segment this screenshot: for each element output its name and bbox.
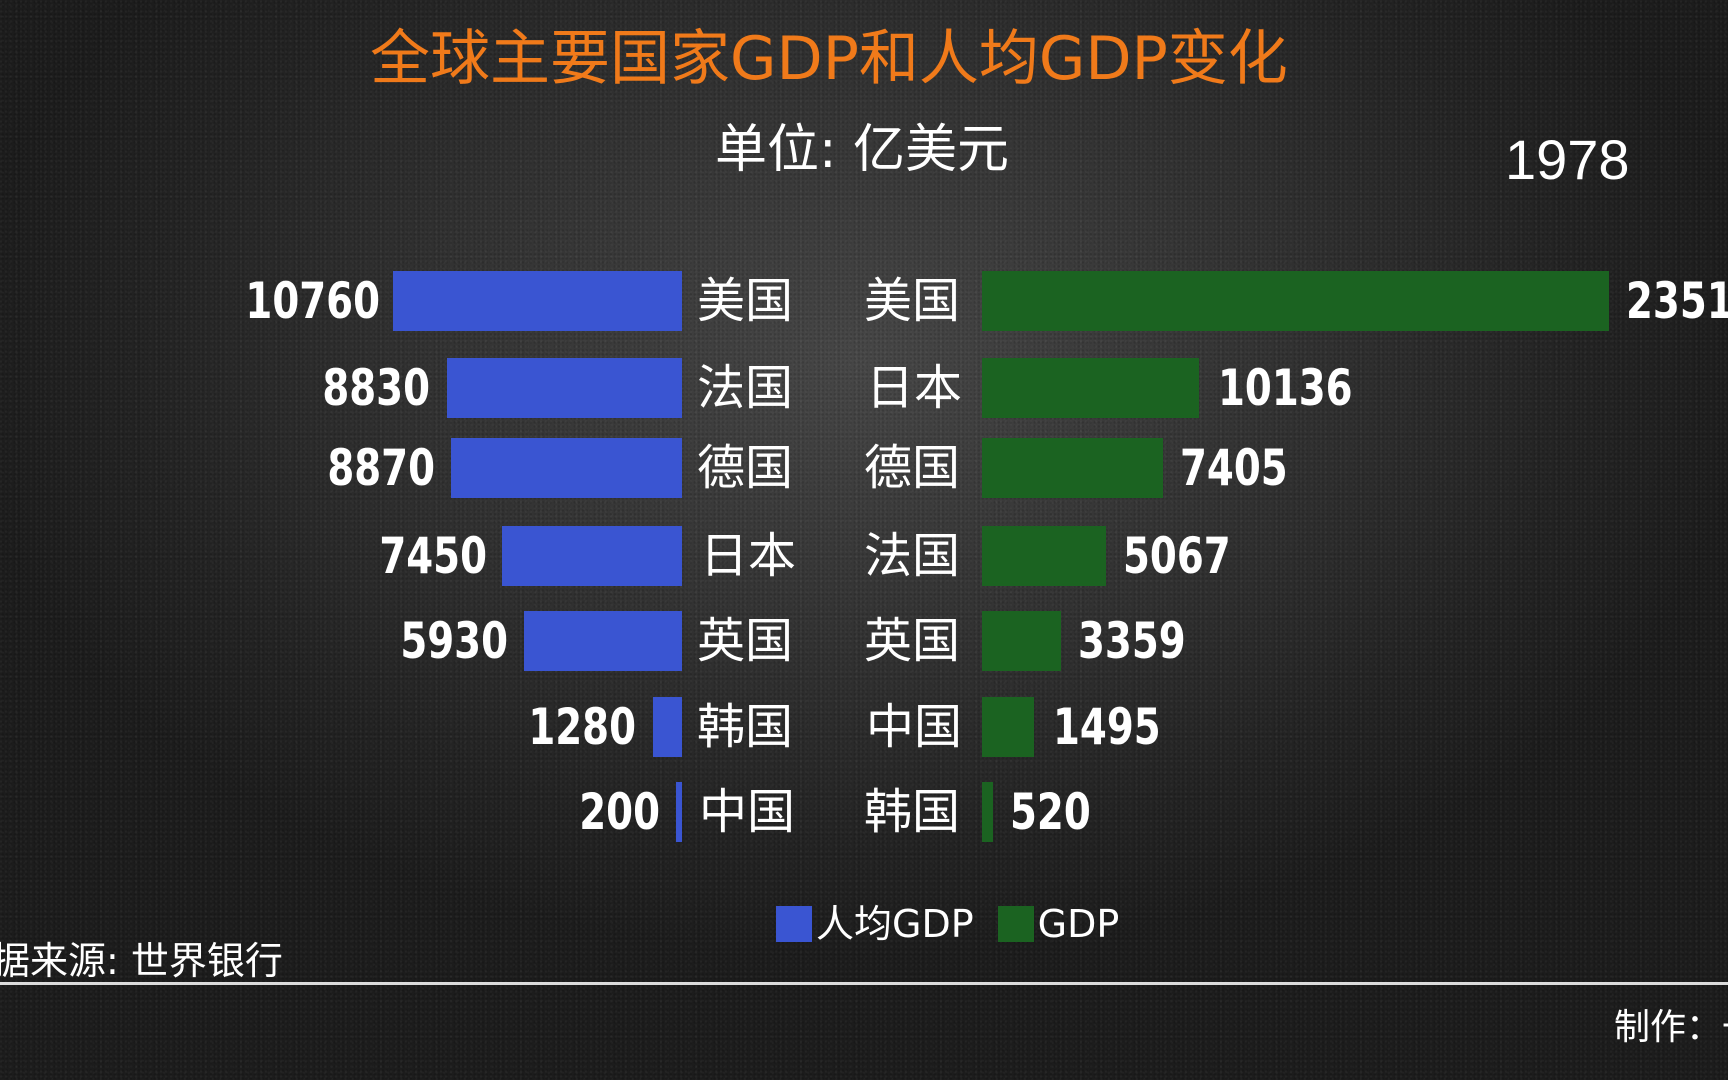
per-capita-bar [653, 697, 682, 757]
legend-swatch-gdp [997, 906, 1034, 942]
gdp-value: 7405 [1180, 439, 1288, 497]
gdp-bar [982, 438, 1163, 498]
per-capita-value: 8870 [327, 439, 435, 497]
per-capita-bar [447, 358, 682, 418]
gdp-country: 中国 [866, 699, 963, 755]
gdp-value: 5067 [1123, 527, 1231, 585]
per-capita-country: 美国 [697, 273, 794, 329]
per-capita-value: 8830 [322, 359, 430, 417]
gdp-country: 德国 [864, 440, 961, 496]
per-capita-bar [502, 526, 682, 586]
per-capita-bar [676, 782, 682, 842]
gdp-value: 1495 [1053, 698, 1161, 756]
legend-label-per-capita: 人均GDP [816, 902, 974, 946]
unit-label: 单位: 亿美元 [715, 120, 1010, 180]
gdp-country: 日本 [866, 360, 963, 416]
gdp-country: 法国 [864, 528, 961, 584]
gdp-bar [982, 611, 1061, 671]
year-label: 1978 [1505, 128, 1630, 191]
footer-divider [0, 982, 1728, 985]
gdp-country: 美国 [864, 273, 961, 329]
per-capita-country: 德国 [697, 440, 794, 496]
gdp-bar [982, 697, 1034, 757]
chart-title: 全球主要国家GDP和人均GDP变化 [370, 24, 1288, 94]
per-capita-value: 10760 [245, 272, 380, 330]
per-capita-value: 5930 [400, 612, 508, 670]
gdp-value: 2351 [1626, 272, 1728, 330]
gdp-bar [982, 358, 1199, 418]
gdp-bar [982, 271, 1609, 331]
per-capita-country: 英国 [697, 613, 794, 669]
per-capita-country: 中国 [699, 784, 796, 840]
per-capita-bar [393, 271, 682, 331]
gdp-country: 英国 [864, 613, 961, 669]
per-capita-bar [451, 438, 682, 498]
per-capita-value: 1280 [528, 698, 636, 756]
per-capita-country: 韩国 [697, 699, 794, 755]
gdp-value: 3359 [1078, 612, 1186, 670]
data-source: 据来源: 世界银行 [0, 939, 283, 983]
legend: 人均GDP GDP [776, 904, 1143, 944]
per-capita-bar [524, 611, 682, 671]
gdp-country: 韩国 [864, 784, 961, 840]
per-capita-value: 7450 [379, 527, 487, 585]
author-credit: 制作：一 [1614, 1007, 1728, 1048]
legend-swatch-per-capita [776, 906, 812, 942]
gdp-bar [982, 526, 1106, 586]
gdp-value: 520 [1010, 783, 1091, 841]
per-capita-country: 法国 [697, 360, 794, 416]
gdp-bar [982, 782, 993, 842]
per-capita-country: 日本 [700, 528, 797, 584]
legend-label-gdp: GDP [1037, 902, 1120, 946]
gdp-value: 10136 [1218, 359, 1353, 417]
per-capita-value: 200 [579, 783, 660, 841]
